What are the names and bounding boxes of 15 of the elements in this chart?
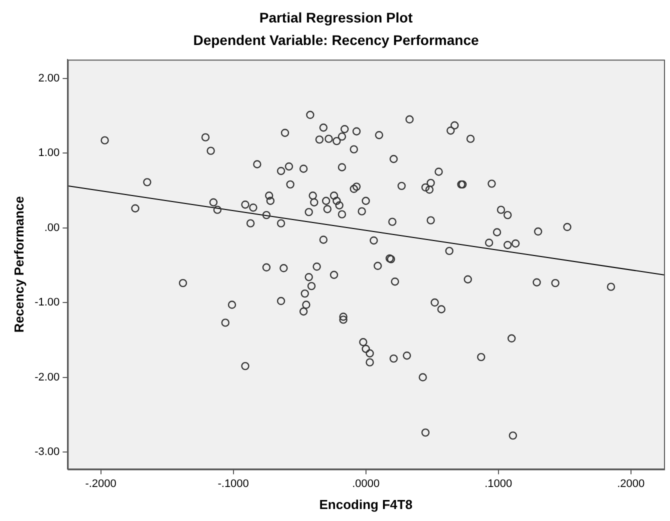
x-tick-label: .2000 xyxy=(617,478,645,490)
chart-subtitle: Dependent Variable: Recency Performance xyxy=(193,32,479,48)
y-tick-label: 2.00 xyxy=(38,72,60,84)
x-axis-title: Encoding F4T8 xyxy=(319,496,412,512)
y-tick-label: -1.00 xyxy=(34,296,60,309)
x-tick-label: -.1000 xyxy=(218,478,249,490)
y-tick-label: -3.00 xyxy=(34,446,60,458)
y-tick-label: 1.00 xyxy=(38,147,60,160)
y-axis-title: Recency Performance xyxy=(11,196,26,333)
y-tick-label: -2.00 xyxy=(34,371,60,384)
x-tick-label: .0000 xyxy=(352,478,380,490)
y-tick-label: .00 xyxy=(44,222,60,234)
chart-title: Partial Regression Plot xyxy=(259,9,413,26)
x-tick-label: .1000 xyxy=(484,478,512,490)
x-tick-label: -.2000 xyxy=(85,478,116,490)
